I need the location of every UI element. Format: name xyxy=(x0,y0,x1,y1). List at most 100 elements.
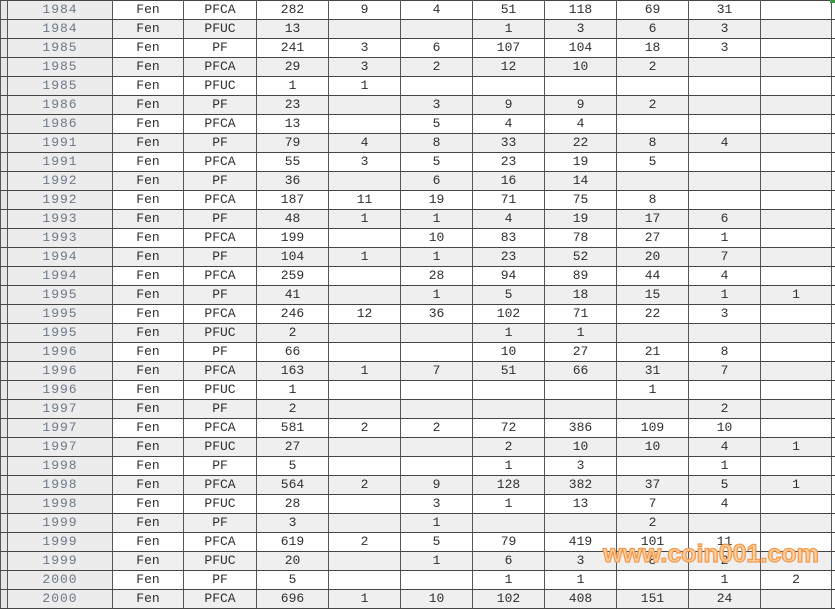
cell-col3[interactable]: 16 xyxy=(473,172,545,191)
cell-col2[interactable]: 7 xyxy=(401,362,473,381)
cell-col3[interactable]: 83 xyxy=(473,229,545,248)
cell-col2[interactable]: 10 xyxy=(401,590,473,609)
cell-count[interactable]: 163 xyxy=(257,362,329,381)
cell-count[interactable]: 23 xyxy=(257,96,329,115)
cell-col5[interactable]: 151 xyxy=(617,590,689,609)
cell-code[interactable]: PF xyxy=(184,39,257,58)
cell-col2[interactable]: 19 xyxy=(401,191,473,210)
cell-year[interactable]: 1991 xyxy=(8,153,113,172)
cell-code[interactable]: PFCA xyxy=(184,58,257,77)
cell-col4[interactable]: 1 xyxy=(545,571,617,590)
cell-code[interactable]: PF xyxy=(184,210,257,229)
cell-year[interactable]: 1997 xyxy=(8,419,113,438)
cell-code[interactable]: PFCA xyxy=(184,590,257,609)
cell-col7[interactable] xyxy=(761,96,832,115)
cell-col5[interactable]: 20 xyxy=(617,248,689,267)
cell-col7[interactable]: 1 xyxy=(761,476,832,495)
cell-col3[interactable]: 94 xyxy=(473,267,545,286)
cell-col2[interactable] xyxy=(401,457,473,476)
cell-col5[interactable]: 2 xyxy=(617,58,689,77)
cell-col7[interactable]: 2 xyxy=(761,571,832,590)
cell-col3[interactable]: 128 xyxy=(473,476,545,495)
cell-col3[interactable]: 1 xyxy=(473,495,545,514)
cell-col3[interactable]: 23 xyxy=(473,248,545,267)
cell-col7[interactable] xyxy=(761,115,832,134)
cell-col2[interactable] xyxy=(401,571,473,590)
cell-col5[interactable] xyxy=(617,571,689,590)
cell-region[interactable]: Fen xyxy=(113,20,184,39)
cell-col6[interactable] xyxy=(689,77,761,96)
cell-col6[interactable]: 1 xyxy=(689,457,761,476)
cell-col4[interactable]: 386 xyxy=(545,419,617,438)
cell-region[interactable]: Fen xyxy=(113,153,184,172)
cell-region[interactable]: Fen xyxy=(113,210,184,229)
cell-col6[interactable]: 3 xyxy=(689,20,761,39)
cell-year[interactable]: 1994 xyxy=(8,267,113,286)
cell-region[interactable]: Fen xyxy=(113,58,184,77)
cell-col2[interactable] xyxy=(401,343,473,362)
cell-count[interactable]: 28 xyxy=(257,495,329,514)
cell-col5[interactable] xyxy=(617,77,689,96)
cell-col4[interactable] xyxy=(545,77,617,96)
cell-year[interactable]: 1992 xyxy=(8,191,113,210)
cell-code[interactable]: PFCA xyxy=(184,229,257,248)
cell-col5[interactable]: 69 xyxy=(617,1,689,20)
cell-year[interactable]: 1985 xyxy=(8,77,113,96)
cell-code[interactable]: PFCA xyxy=(184,115,257,134)
cell-col5[interactable]: 1 xyxy=(617,381,689,400)
cell-region[interactable]: Fen xyxy=(113,362,184,381)
cell-col4[interactable]: 10 xyxy=(545,58,617,77)
cell-col5[interactable]: 2 xyxy=(617,96,689,115)
cell-col2[interactable]: 4 xyxy=(401,1,473,20)
cell-count[interactable]: 20 xyxy=(257,552,329,571)
cell-col1[interactable] xyxy=(329,400,401,419)
cell-col6[interactable] xyxy=(689,172,761,191)
cell-col1[interactable] xyxy=(329,229,401,248)
cell-col5[interactable]: 6 xyxy=(617,20,689,39)
cell-col4[interactable]: 19 xyxy=(545,153,617,172)
cell-col2[interactable]: 10 xyxy=(401,229,473,248)
cell-col1[interactable] xyxy=(329,267,401,286)
cell-col6[interactable]: 7 xyxy=(689,248,761,267)
cell-col4[interactable]: 75 xyxy=(545,191,617,210)
cell-col1[interactable]: 3 xyxy=(329,58,401,77)
cell-col5[interactable]: 109 xyxy=(617,419,689,438)
cell-col6[interactable]: 2 xyxy=(689,552,761,571)
cell-col3[interactable]: 33 xyxy=(473,134,545,153)
cell-count[interactable]: 66 xyxy=(257,343,329,362)
cell-col5[interactable]: 8 xyxy=(617,552,689,571)
cell-col4[interactable]: 78 xyxy=(545,229,617,248)
cell-col2[interactable]: 3 xyxy=(401,96,473,115)
cell-year[interactable]: 1996 xyxy=(8,343,113,362)
cell-col3[interactable]: 4 xyxy=(473,115,545,134)
cell-col6[interactable]: 2 xyxy=(689,400,761,419)
cell-col6[interactable]: 1 xyxy=(689,571,761,590)
cell-count[interactable]: 5 xyxy=(257,571,329,590)
cell-count[interactable]: 3 xyxy=(257,514,329,533)
cell-year[interactable]: 1993 xyxy=(8,229,113,248)
cell-count[interactable]: 696 xyxy=(257,590,329,609)
cell-col1[interactable]: 2 xyxy=(329,419,401,438)
cell-col1[interactable] xyxy=(329,381,401,400)
cell-col7[interactable] xyxy=(761,419,832,438)
cell-year[interactable]: 1991 xyxy=(8,134,113,153)
cell-year[interactable]: 1998 xyxy=(8,476,113,495)
cell-col7[interactable] xyxy=(761,248,832,267)
cell-col4[interactable]: 14 xyxy=(545,172,617,191)
cell-col6[interactable]: 4 xyxy=(689,495,761,514)
cell-col6[interactable]: 4 xyxy=(689,134,761,153)
cell-col6[interactable]: 4 xyxy=(689,267,761,286)
cell-col1[interactable] xyxy=(329,172,401,191)
cell-col6[interactable] xyxy=(689,153,761,172)
cell-count[interactable]: 187 xyxy=(257,191,329,210)
cell-col2[interactable] xyxy=(401,20,473,39)
cell-col5[interactable] xyxy=(617,115,689,134)
cell-col4[interactable]: 3 xyxy=(545,552,617,571)
cell-col4[interactable]: 382 xyxy=(545,476,617,495)
cell-col5[interactable] xyxy=(617,400,689,419)
cell-region[interactable]: Fen xyxy=(113,134,184,153)
cell-col6[interactable] xyxy=(689,58,761,77)
cell-code[interactable]: PFCA xyxy=(184,533,257,552)
cell-col1[interactable]: 1 xyxy=(329,210,401,229)
cell-col6[interactable]: 3 xyxy=(689,305,761,324)
